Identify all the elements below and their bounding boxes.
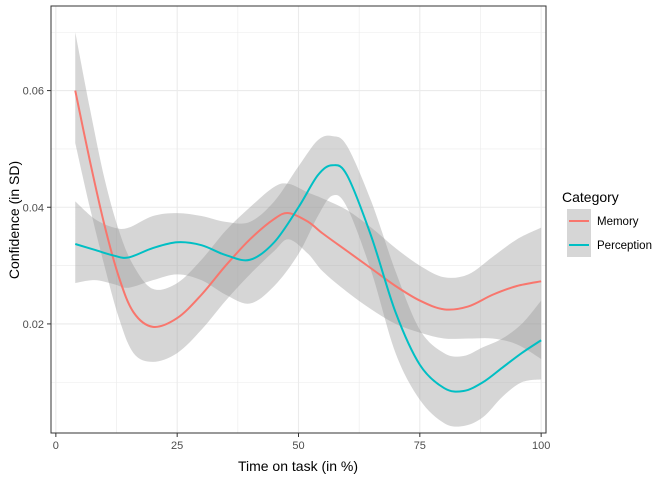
legend-label-memory: Memory xyxy=(597,216,639,228)
x-axis-ticks: 0 25 50 75 100 xyxy=(53,433,550,452)
x-tick-label: 75 xyxy=(414,440,426,452)
legend-item-memory: Memory xyxy=(567,209,639,233)
legend: Category Memory Perception xyxy=(562,189,652,257)
legend-label-perception: Perception xyxy=(597,240,652,252)
y-tick-label: 0.06 xyxy=(23,86,44,98)
series-line-perception xyxy=(74,164,542,393)
x-axis-title: Time on task (in %) xyxy=(238,458,358,474)
series-lines xyxy=(74,90,542,393)
confidence-band-memory xyxy=(75,32,542,362)
y-axis-ticks: 0.02 0.04 0.06 xyxy=(23,86,51,331)
x-tick-label: 0 xyxy=(53,440,59,452)
y-axis-title: Confidence (in SD) xyxy=(6,161,22,279)
confidence-bands xyxy=(75,32,542,427)
y-tick-label: 0.04 xyxy=(23,202,44,214)
series-line-memory xyxy=(74,90,542,328)
legend-item-perception: Perception xyxy=(567,233,652,257)
y-tick-label: 0.02 xyxy=(23,319,44,331)
legend-title: Category xyxy=(562,189,619,205)
x-tick-label: 100 xyxy=(532,440,550,452)
confidence-band-perception xyxy=(75,135,542,427)
x-tick-label: 25 xyxy=(171,440,183,452)
x-tick-label: 50 xyxy=(292,440,304,452)
